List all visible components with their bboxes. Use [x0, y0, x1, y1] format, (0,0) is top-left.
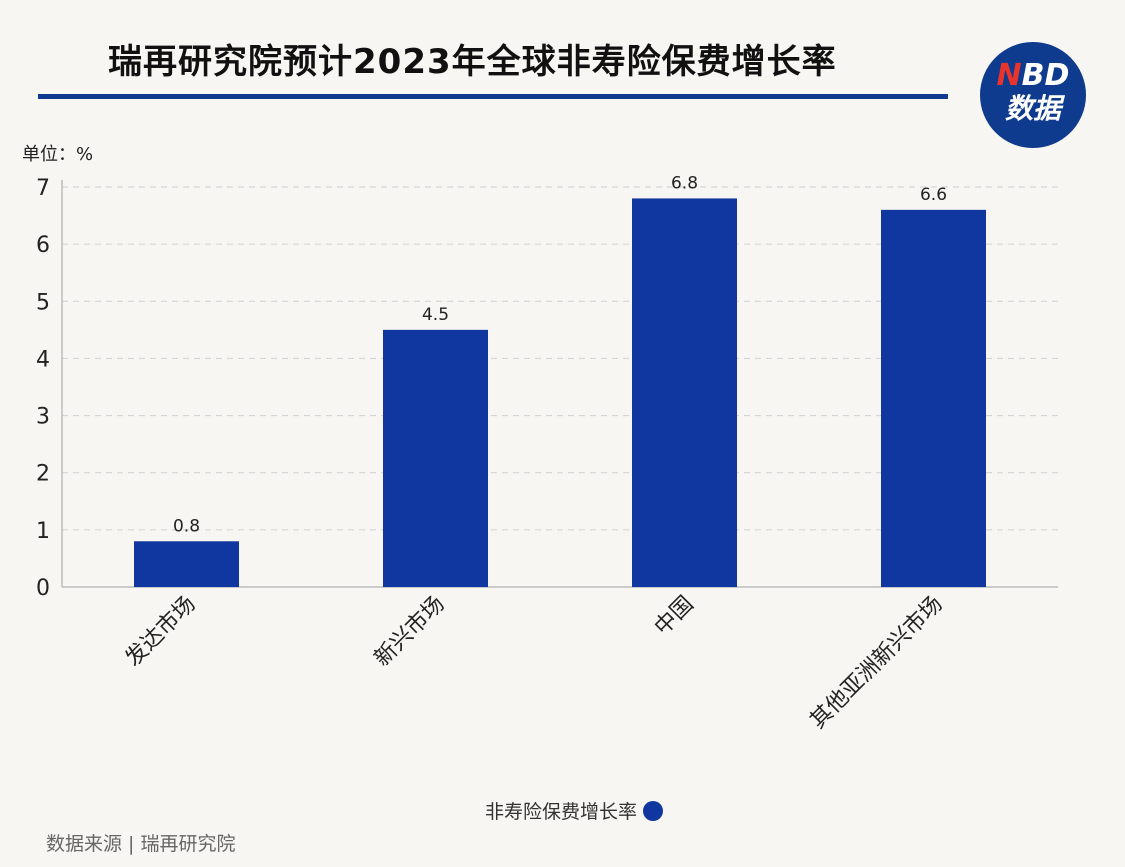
x-category-label: 新兴市场	[370, 592, 450, 672]
nbd-data-logo: NBD 数据	[980, 42, 1086, 148]
legend-swatch	[643, 800, 664, 821]
bar	[881, 209, 986, 587]
y-tick-label: 5	[36, 290, 50, 315]
y-axis-ticks: 0 1 2 3 4 5 6 7	[36, 176, 50, 601]
y-tick-label: 6	[36, 233, 50, 258]
data-labels: 0.8 4.5 6.8 6.6	[173, 173, 947, 536]
bar-value-label: 6.8	[671, 173, 698, 193]
unit-label: 单位：%	[22, 144, 93, 165]
bar-value-label: 4.5	[422, 305, 449, 325]
y-tick-label: 0	[36, 576, 50, 601]
x-category-label: 中国	[650, 592, 699, 641]
y-tick-label: 2	[36, 462, 50, 487]
y-tick-label: 7	[36, 176, 50, 201]
chart-title: 瑞再研究院预计2023年全球非寿险保费增长率	[108, 42, 837, 82]
bars	[134, 198, 986, 587]
logo-letters-bd: BD	[1021, 58, 1070, 93]
bar	[134, 541, 239, 587]
logo-letter-n: N	[996, 58, 1022, 93]
x-category-label: 其他亚洲新兴市场	[806, 592, 948, 734]
legend: 非寿险保费增长率	[485, 797, 664, 824]
bar-value-label: 6.6	[920, 185, 947, 205]
x-axis-labels: 发达市场 新兴市场 中国 其他亚洲新兴市场	[121, 592, 948, 734]
y-tick-label: 4	[36, 347, 50, 372]
bar	[383, 329, 488, 587]
bar-value-label: 0.8	[173, 516, 200, 536]
source-note: 数据来源 | 瑞再研究院	[46, 833, 236, 855]
x-category-label: 发达市场	[121, 592, 201, 672]
y-tick-label: 3	[36, 405, 50, 430]
bar	[632, 198, 737, 587]
logo-text-data: 数据	[1004, 92, 1061, 125]
legend-label: 非寿险保费增长率	[485, 801, 638, 823]
y-tick-label: 1	[36, 519, 50, 544]
title-underline	[38, 94, 948, 99]
